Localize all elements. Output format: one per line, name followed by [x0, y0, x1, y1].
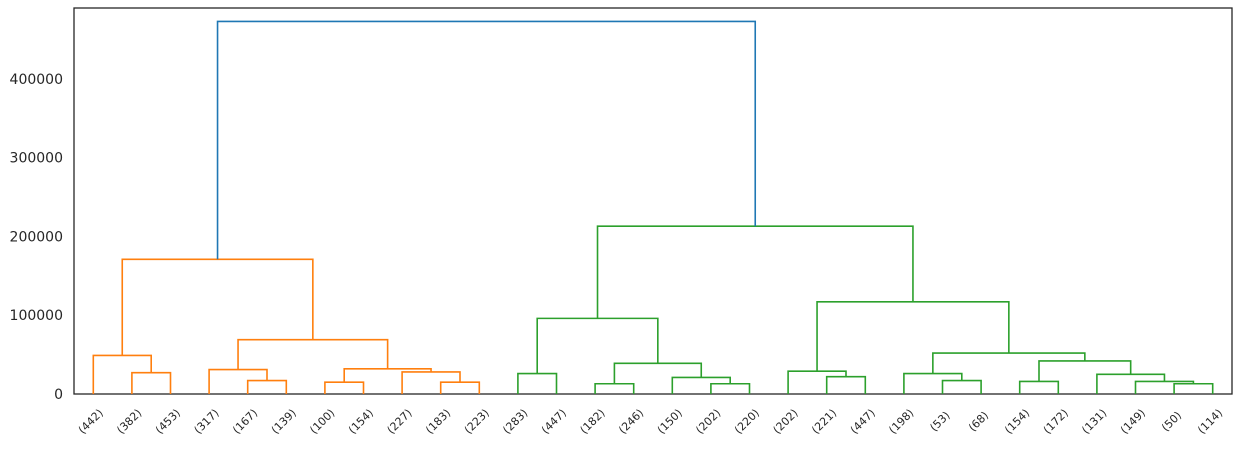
- leaf-label: (167): [230, 406, 260, 436]
- dendrogram-link: [343, 367, 432, 383]
- leaf-label: (442): [76, 406, 106, 436]
- leaf-label: (317): [192, 406, 222, 436]
- dendrogram-link: [596, 225, 914, 319]
- leaf-label: (150): [655, 406, 685, 436]
- dendrogram-link: [1018, 380, 1060, 394]
- leaf-label: (68): [966, 409, 991, 434]
- dendrogram-link: [208, 368, 268, 394]
- leaf-label: (202): [693, 406, 723, 436]
- leaf-labels: (442) (382) (453) (317) (167) (139) (100) (154)…: [76, 406, 1226, 436]
- leaf-label: (182): [578, 406, 608, 436]
- leaf-label: (114): [1195, 406, 1225, 436]
- leaf-label: (220): [732, 406, 762, 436]
- dendrogram-links: [92, 20, 1214, 394]
- dendrogram-link: [237, 338, 389, 370]
- leaf-label: (50): [1159, 409, 1184, 434]
- leaf-label: (223): [462, 406, 492, 436]
- plot-area-frame: [73, 7, 1233, 395]
- dendrogram-link: [710, 382, 751, 394]
- leaf-label: (283): [500, 406, 530, 436]
- y-tick-label: 100000: [10, 308, 63, 324]
- leaf-label: (447): [848, 406, 878, 436]
- leaf-label: (198): [886, 406, 916, 436]
- leaf-label: (172): [1041, 406, 1071, 436]
- leaf-label: (246): [616, 406, 646, 436]
- dendrogram-link: [816, 301, 1010, 372]
- dendrogram-link: [439, 381, 481, 394]
- y-tick-label: 300000: [10, 151, 63, 167]
- leaf-label: (139): [269, 406, 299, 436]
- leaf-label: (453): [153, 406, 183, 436]
- leaf-label: (149): [1118, 406, 1148, 436]
- leaf-label: (227): [385, 406, 415, 436]
- dendrogram-link: [613, 362, 703, 384]
- dendrogram-link: [536, 317, 659, 374]
- dendrogram-link: [1038, 360, 1132, 382]
- dendrogram-link: [932, 352, 1086, 374]
- dendrogram-link: [787, 370, 847, 394]
- leaf-label: (154): [346, 406, 376, 436]
- dendrogram-link: [594, 382, 635, 394]
- leaf-label: (100): [307, 406, 337, 436]
- leaf-label: (382): [114, 406, 144, 436]
- leaf-label: (202): [771, 406, 801, 436]
- leaf-label: (53): [927, 409, 952, 434]
- dendrogram-link: [401, 371, 461, 394]
- dendrogram-link: [92, 354, 152, 394]
- dendrogram-link: [131, 371, 172, 394]
- dendrogram-link: [216, 20, 757, 260]
- dendrogram-link: [246, 379, 288, 394]
- dendrogram-link: [517, 372, 558, 394]
- dendrogram-link: [324, 381, 365, 394]
- dendrogram-link: [121, 258, 314, 356]
- y-tick-label: 0: [54, 387, 63, 403]
- leaf-label: (447): [539, 406, 569, 436]
- dendrogram-link: [903, 372, 963, 394]
- dendrogram-link: [1096, 373, 1166, 394]
- y-axis-ticks: 0 100000 200000 300000 400000: [10, 72, 63, 403]
- y-tick-label: 400000: [10, 72, 63, 88]
- dendrogram-link: [1134, 380, 1195, 394]
- dendrogram-link: [825, 375, 867, 394]
- leaf-label: (154): [1002, 406, 1032, 436]
- dendrogram-link: [671, 376, 731, 394]
- dendrogram-link: [941, 379, 982, 394]
- leaf-label: (131): [1079, 406, 1109, 436]
- y-tick-label: 200000: [10, 229, 63, 245]
- leaf-label: (221): [809, 406, 839, 436]
- leaf-label: (183): [423, 406, 453, 436]
- dendrogram-link: [1173, 382, 1214, 394]
